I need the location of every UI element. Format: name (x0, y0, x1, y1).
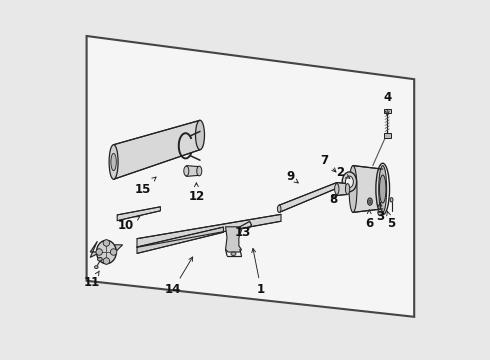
Ellipse shape (277, 205, 281, 212)
Ellipse shape (378, 209, 382, 216)
Text: 6: 6 (365, 210, 373, 230)
Polygon shape (279, 183, 337, 212)
Text: 13: 13 (235, 226, 251, 239)
Ellipse shape (196, 120, 204, 150)
Polygon shape (114, 120, 200, 179)
Ellipse shape (111, 153, 116, 171)
Ellipse shape (368, 198, 372, 205)
Ellipse shape (369, 200, 371, 203)
Polygon shape (186, 166, 199, 176)
Text: 1: 1 (252, 248, 265, 296)
Text: 15: 15 (134, 177, 156, 195)
Ellipse shape (197, 166, 202, 176)
Ellipse shape (97, 240, 116, 264)
Ellipse shape (342, 172, 357, 192)
Ellipse shape (345, 184, 350, 194)
Text: 9: 9 (286, 170, 298, 183)
Polygon shape (117, 207, 160, 221)
Ellipse shape (95, 266, 98, 269)
Polygon shape (137, 227, 223, 253)
Ellipse shape (103, 258, 110, 264)
Ellipse shape (390, 198, 393, 202)
Polygon shape (137, 214, 281, 247)
Text: 3: 3 (376, 203, 384, 222)
Ellipse shape (98, 257, 102, 261)
Ellipse shape (345, 176, 353, 188)
Polygon shape (337, 183, 347, 195)
Ellipse shape (103, 240, 110, 246)
Bar (384, 109, 391, 113)
Polygon shape (90, 241, 122, 257)
Ellipse shape (335, 184, 339, 194)
Text: 14: 14 (165, 257, 193, 296)
Ellipse shape (231, 252, 236, 256)
Polygon shape (87, 36, 414, 317)
Text: 11: 11 (84, 271, 100, 289)
Text: 2: 2 (336, 166, 350, 179)
Text: 8: 8 (329, 193, 337, 206)
Ellipse shape (110, 249, 117, 255)
Text: 12: 12 (188, 183, 204, 203)
Ellipse shape (96, 249, 102, 255)
Ellipse shape (379, 175, 386, 203)
Polygon shape (353, 166, 383, 212)
Bar (384, 133, 391, 138)
Text: 10: 10 (118, 216, 140, 231)
Text: 7: 7 (320, 154, 336, 172)
Ellipse shape (109, 145, 118, 179)
Text: 5: 5 (387, 211, 395, 230)
Text: 4: 4 (383, 91, 392, 115)
Polygon shape (225, 227, 242, 252)
Ellipse shape (184, 166, 189, 176)
Ellipse shape (379, 166, 387, 212)
Ellipse shape (349, 166, 357, 212)
